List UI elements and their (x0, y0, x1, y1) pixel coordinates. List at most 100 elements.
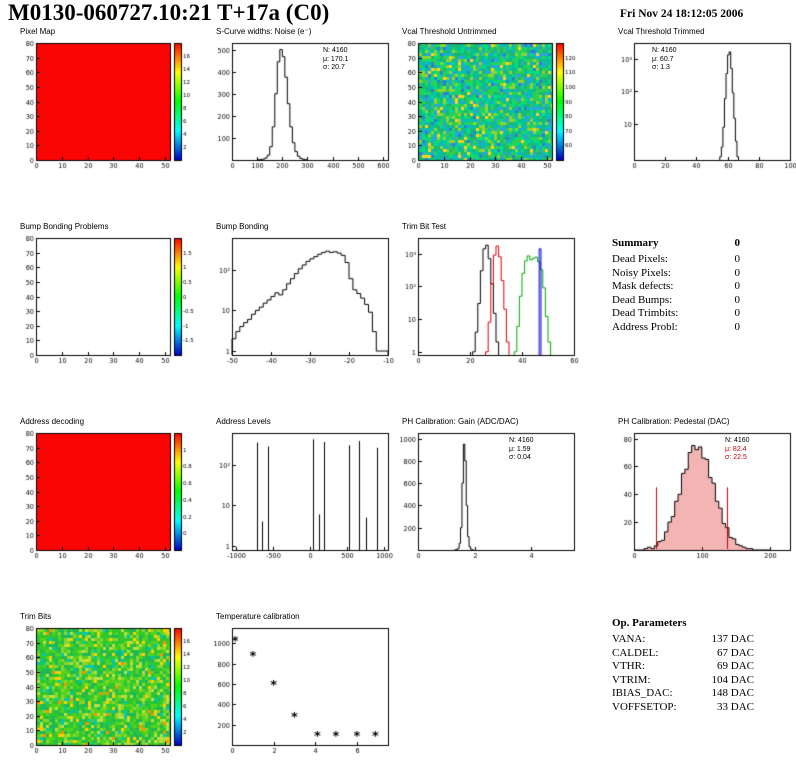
summary-panel: Summary 0 Dead Pixels: 0 Noisy Pixels: 0… (612, 236, 740, 334)
row-value: 104 DAC (711, 673, 754, 686)
vcal-untrimmed-plot (394, 38, 596, 176)
row-label: VTHR: (612, 660, 645, 672)
panel-pixel-map: Pixel Map (12, 26, 214, 178)
stats-mean: μ: 170.1 (323, 55, 349, 63)
pixel-map-plot (12, 38, 214, 176)
trim-bits-plot (12, 623, 214, 761)
row-value: 67 DAC (717, 646, 754, 659)
stats-entries: N: 4160 (652, 47, 677, 54)
row-label: VOFFSETOP: (612, 700, 677, 713)
panel-title: Bump Bonding (216, 222, 269, 231)
trim-bit-test-plot (394, 233, 596, 371)
panel-bump-problems: Bump Bonding Problems (12, 221, 214, 373)
address-decoding-plot (12, 428, 214, 566)
op-row-vthr: VTHR: 69 DAC (612, 660, 754, 674)
stats-entries: N: 4160 (509, 437, 534, 444)
panel-address-decoding: Address decoding (12, 416, 214, 568)
stats-sigma: σ: 1.3 (652, 64, 670, 71)
panel-ph-pedestal: PH Calibration: Pedestal (DAC) N: 4160 μ… (610, 416, 796, 568)
panel-trim-bit-test: Trim Bit Test (394, 221, 596, 373)
stats-entries: N: 4160 (323, 47, 348, 54)
op-row-ibias-dac: IBIAS_DAC: 148 DAC (612, 687, 754, 701)
panel-title: Trim Bits (20, 612, 52, 621)
row-value: 33 DAC (717, 700, 754, 713)
row-label: IBIAS_DAC: (612, 687, 673, 699)
summary-row-dead-bumps: Dead Bumps: 0 (612, 294, 740, 308)
stats-box: N: 4160 μ: 170.1 σ: 20.7 (323, 47, 348, 73)
row-label: Dead Bumps: (612, 293, 673, 306)
stats-entries: N: 4160 (725, 437, 750, 444)
panel-temperature-calibration: Temperature calibration (208, 611, 410, 763)
summary-row-dead-pixels: Dead Pixels: 0 (612, 253, 740, 267)
stats-sigma: σ: 0.04 (509, 454, 531, 461)
bump-problems-plot (12, 233, 214, 371)
row-value: 137 DAC (711, 633, 754, 645)
page-title: M0130-060727.10:21 T+17a (C0) (8, 0, 330, 25)
timestamp: Fri Nov 24 18:12:05 2006 (620, 8, 744, 20)
summary-row-address-probl: Address Probl: 0 (612, 321, 740, 335)
panel-title: Temperature calibration (216, 612, 300, 621)
panel-title: Trim Bit Test (402, 222, 447, 231)
op-parameters-heading-row: Op. Parameters (612, 616, 754, 631)
stats-mean: μ: 60.7 (652, 55, 674, 63)
stats-box: N: 4160 μ: 82.4 σ: 22.5 (725, 437, 750, 463)
op-row-caldel: CALDEL: 67 DAC (612, 647, 754, 661)
op-parameters-heading: Op. Parameters (612, 617, 687, 629)
summary-heading-row: Summary 0 (612, 236, 740, 251)
row-value: 148 DAC (711, 687, 754, 699)
row-label: Dead Pixels: (612, 253, 668, 265)
summary-heading: Summary (612, 237, 659, 249)
row-label: VANA: (612, 633, 646, 645)
stats-mean: μ: 82.4 (725, 445, 747, 453)
panel-title: Vcal Threshold Trimmed (618, 27, 705, 36)
row-label: CALDEL: (612, 646, 659, 659)
ph-gain-plot (394, 428, 596, 566)
row-label: Noisy Pixels: (612, 266, 671, 279)
panel-title: PH Calibration: Gain (ADC/DAC) (402, 417, 519, 426)
address-levels-plot (208, 428, 410, 566)
summary-row-mask-defects: Mask defects: 0 (612, 280, 740, 294)
panel-title: Vcal Threshold Untrimmed (402, 27, 497, 36)
panel-bump-bonding: Bump Bonding (208, 221, 410, 373)
panel-title: Bump Bonding Problems (20, 222, 109, 231)
op-parameters-panel: Op. Parameters VANA: 137 DAC CALDEL: 67 … (612, 616, 754, 714)
row-value: 0 (734, 293, 741, 306)
stats-box: N: 4160 μ: 1.59 σ: 0.04 (509, 437, 534, 463)
temperature-calibration-plot (208, 623, 410, 761)
panel-title: Address decoding (20, 417, 85, 426)
panel-vcal-untrimmed: Vcal Threshold Untrimmed (394, 26, 596, 178)
panel-title: PH Calibration: Pedestal (DAC) (618, 417, 730, 426)
row-value: 0 (734, 280, 741, 292)
summary-row-dead-trimbits: Dead Trimbits: 0 (612, 307, 740, 321)
row-value: 0 (734, 307, 741, 319)
stats-sigma: σ: 20.7 (323, 64, 345, 71)
scurve-noise-plot (208, 38, 410, 176)
panel-title: S-Curve widths: Noise (e⁻) (216, 27, 312, 36)
row-value: 0 (734, 253, 741, 265)
op-row-vtrim: VTRIM: 104 DAC (612, 674, 754, 688)
row-value: 0 (734, 320, 741, 333)
panel-ph-gain: PH Calibration: Gain (ADC/DAC) N: 4160 μ… (394, 416, 596, 568)
summary-row-noisy-pixels: Noisy Pixels: 0 (612, 267, 740, 281)
vcal-trimmed-plot (610, 38, 796, 176)
panel-title: Address Levels (216, 417, 271, 426)
op-row-vana: VANA: 137 DAC (612, 633, 754, 647)
ph-pedestal-plot (610, 428, 796, 566)
stats-box: N: 4160 μ: 60.7 σ: 1.3 (652, 47, 677, 73)
row-label: Dead Trimbits: (612, 307, 679, 319)
row-value: 0 (734, 266, 741, 279)
panel-title: Pixel Map (20, 27, 56, 36)
stats-mean: μ: 1.59 (509, 445, 531, 453)
panel-address-levels: Address Levels (208, 416, 410, 568)
op-row-voffsetop: VOFFSETOP: 33 DAC (612, 701, 754, 715)
row-label: Mask defects: (612, 280, 674, 292)
row-value: 69 DAC (717, 660, 754, 672)
bump-bonding-plot (208, 233, 410, 371)
row-label: Address Probl: (612, 320, 678, 333)
panel-vcal-trimmed: Vcal Threshold Trimmed N: 4160 μ: 60.7 σ… (610, 26, 796, 178)
summary-total: 0 (734, 237, 741, 249)
panel-scurve-noise: S-Curve widths: Noise (e⁻) N: 4160 μ: 17… (208, 26, 410, 178)
row-label: VTRIM: (612, 673, 651, 686)
stats-sigma: σ: 22.5 (725, 454, 747, 461)
